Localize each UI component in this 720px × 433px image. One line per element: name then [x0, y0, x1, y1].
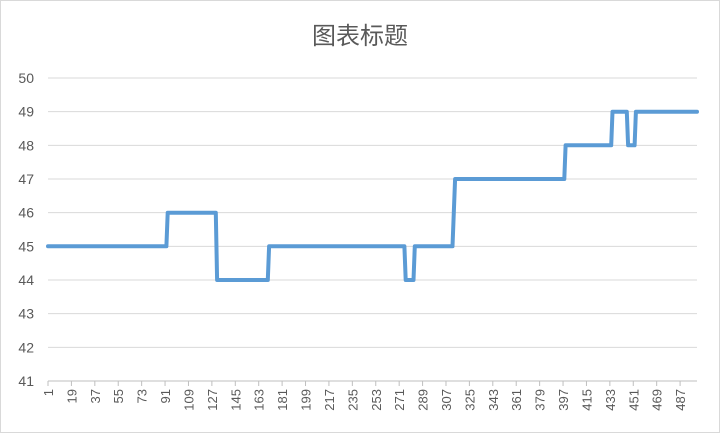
- y-tick-label: 49: [18, 104, 34, 120]
- series-layer: [46, 109, 699, 282]
- x-tick-label: 1: [41, 389, 56, 396]
- x-tick-label: 145: [228, 389, 243, 411]
- y-tick-label: 50: [18, 70, 34, 86]
- x-tick-label: 361: [509, 389, 524, 411]
- x-tick-label: 307: [439, 389, 454, 411]
- x-tick-label: 109: [181, 389, 196, 411]
- series-line: [46, 109, 699, 282]
- y-tick-label: 41: [18, 373, 34, 389]
- x-tick-label: 379: [533, 389, 548, 411]
- gridlines: [47, 77, 697, 386]
- x-tick-label: 217: [322, 389, 337, 411]
- x-tick-label: 127: [205, 389, 220, 411]
- x-tick-label: 163: [252, 389, 267, 411]
- y-tick-label: 44: [18, 272, 34, 288]
- chart-title: 图表标题: [312, 22, 408, 50]
- x-tick-label: 289: [416, 389, 431, 411]
- y-tick-label: 45: [18, 238, 34, 254]
- x-tick-label: 253: [369, 389, 384, 411]
- x-tick-label: 181: [275, 389, 290, 411]
- x-tick-label: 325: [462, 389, 477, 411]
- y-tick-label: 46: [18, 205, 34, 221]
- x-tick-label: 451: [626, 389, 641, 411]
- x-tick-label: 37: [88, 389, 103, 403]
- x-tick-label: 91: [158, 389, 173, 403]
- x-tick-label: 469: [650, 389, 665, 411]
- y-axis-tick-labels: 41 42 43 44 45 46 47 48 49 50: [18, 70, 34, 389]
- x-axis-tick-labels: 1 19 37 55 73 91 109 127 145 163 181 199 217 235 253 27…: [41, 389, 688, 411]
- x-tick-label: 271: [392, 389, 407, 411]
- x-tick-label: 199: [299, 389, 314, 411]
- x-tick-label: 397: [556, 389, 571, 411]
- x-tick-label: 343: [486, 389, 501, 411]
- y-tick-label: 47: [18, 171, 34, 187]
- x-tick-label: 19: [64, 389, 79, 403]
- x-tick-label: 55: [111, 389, 126, 403]
- y-tick-label: 48: [18, 137, 34, 153]
- y-tick-label: 43: [18, 306, 34, 322]
- y-tick-label: 42: [18, 339, 34, 355]
- x-tick-label: 433: [603, 389, 618, 411]
- x-tick-label: 73: [135, 389, 150, 403]
- x-tick-label: 487: [673, 389, 688, 411]
- x-tick-label: 415: [579, 389, 594, 411]
- x-tick-label: 235: [345, 389, 360, 411]
